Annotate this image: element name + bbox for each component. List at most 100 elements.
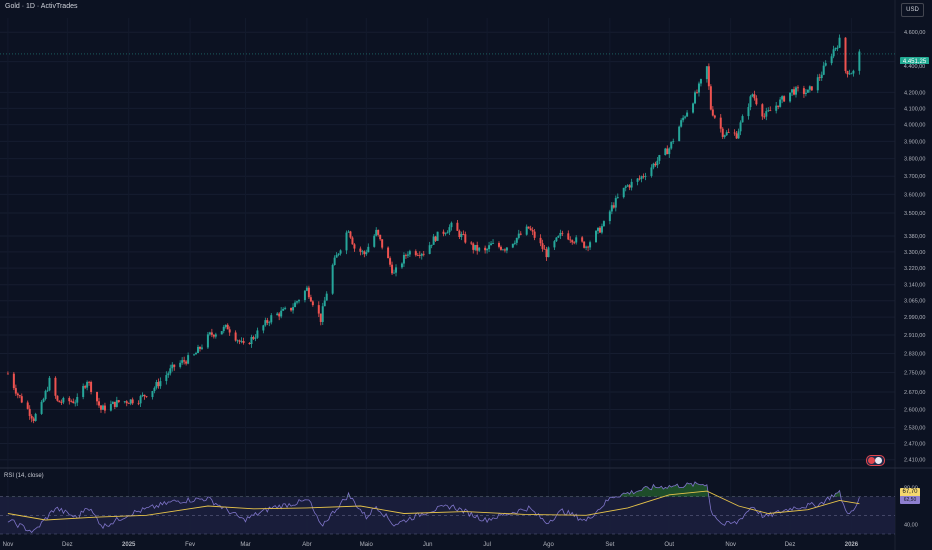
price-tick-label: 2.990,00 [904, 315, 925, 321]
candle-body [408, 251, 411, 255]
candle-body [525, 226, 528, 235]
candle-body [616, 197, 619, 199]
candle-body [575, 237, 578, 243]
candle-body [96, 392, 99, 402]
candle-body [614, 198, 617, 208]
candle-body [723, 135, 726, 137]
candle-body [111, 401, 114, 405]
candle-body [250, 337, 253, 345]
candle-body [377, 229, 380, 235]
candle-body [802, 88, 805, 94]
candle-body [668, 148, 671, 155]
candle-body [430, 244, 433, 246]
candle-body [74, 402, 77, 404]
candle-body [448, 227, 451, 233]
candle-body [208, 332, 211, 335]
price-tick-label: 3.600,00 [904, 192, 925, 198]
x-axis-label: Out [664, 542, 674, 548]
currency-button[interactable]: USD [901, 3, 924, 17]
price-tick-label: 4.600,00 [904, 30, 925, 36]
candle-body [497, 243, 500, 247]
candle-body [650, 167, 653, 176]
candle-body [103, 405, 106, 411]
candle-body [210, 332, 213, 335]
candle-body [359, 248, 362, 252]
candle-body [416, 255, 419, 256]
candle-body [367, 246, 370, 253]
candle-body [337, 253, 340, 255]
candle-body [220, 331, 223, 335]
x-axis-label: Fev [185, 542, 195, 548]
candle-body [816, 77, 819, 91]
candle-body [499, 246, 502, 250]
candle-body [86, 381, 89, 388]
candle-body [511, 243, 514, 248]
candle-body [117, 400, 120, 402]
candle-body [628, 185, 631, 188]
candle-body [335, 254, 338, 258]
candle-body [62, 397, 65, 403]
candle-body [153, 387, 156, 392]
candle-body [541, 243, 544, 249]
candle-body [46, 390, 49, 392]
candle-body [624, 186, 627, 188]
candle-body [543, 248, 546, 250]
candle-body [183, 360, 186, 362]
candle-body [276, 313, 279, 316]
candle-body [101, 405, 104, 410]
candle-body [765, 111, 768, 117]
candle-body [28, 408, 31, 416]
candle-body [113, 401, 116, 407]
candle-body [751, 94, 754, 97]
currency-flag-icon[interactable] [866, 455, 885, 466]
candle-body [256, 330, 259, 338]
rsi-ma-line [7, 490, 860, 521]
candle-body [141, 394, 144, 397]
candle-body [561, 232, 564, 234]
candle-body [602, 221, 605, 227]
candle-body [404, 254, 407, 256]
candle-body [711, 109, 714, 116]
candle-body [735, 133, 738, 139]
candle-body [72, 401, 75, 404]
candle-body [456, 222, 459, 231]
candle-body [351, 237, 354, 245]
x-axis-label: Dez [62, 542, 73, 548]
candle-body [490, 243, 493, 246]
candle-body [292, 307, 295, 311]
candle-body [391, 264, 394, 274]
candle-body [400, 263, 403, 268]
candle-body [727, 132, 730, 134]
x-axis-label: Jul [483, 542, 491, 548]
candle-body [725, 132, 728, 136]
candle-body [290, 307, 293, 311]
candle-body [638, 178, 641, 180]
candle-body [311, 301, 314, 306]
candle-body [503, 249, 506, 251]
candle-body [719, 117, 722, 129]
candle-body [672, 141, 675, 142]
candle-body [200, 347, 203, 349]
price-tick-label: 2.670,00 [904, 390, 925, 396]
candle-body [557, 235, 560, 238]
candle-body [472, 243, 475, 250]
price-tick-label: 4.000,00 [904, 123, 925, 129]
price-tick-label: 2.600,00 [904, 408, 925, 414]
candle-body [707, 66, 710, 87]
candle-body [30, 415, 33, 419]
candle-body [222, 326, 225, 332]
candle-body [769, 110, 772, 112]
candle-body [331, 265, 334, 294]
candle-body [99, 405, 102, 410]
candle-body [488, 245, 491, 250]
candle-body [252, 337, 255, 339]
candle-body [804, 92, 807, 94]
candle-body [432, 236, 435, 245]
candle-body [836, 47, 839, 49]
candle-body [14, 388, 17, 394]
rsi-panel-title[interactable]: RSI (14, close) [4, 473, 44, 479]
candle-body [513, 242, 516, 244]
candle-body [60, 402, 63, 404]
candle-body [789, 92, 792, 102]
